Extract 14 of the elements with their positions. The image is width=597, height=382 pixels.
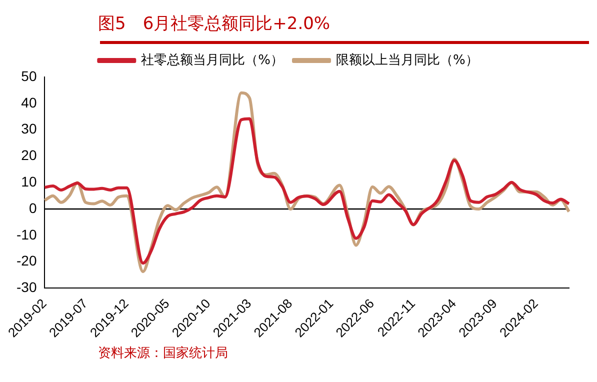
text: 资料来源：国家统计局 xyxy=(97,345,229,362)
legend-label: 社零总额当月同比（%） xyxy=(141,52,284,68)
y-tick-label: -30 xyxy=(16,279,37,296)
y-tick-label: 0 xyxy=(28,200,37,216)
y-tick-label: -20 xyxy=(16,252,37,269)
y-tick-label: 30 xyxy=(21,120,37,137)
line-series xyxy=(43,117,570,265)
chart-title: 图5 6月社零总额同比+2.0% xyxy=(97,13,332,36)
y-tick-label: 40 xyxy=(21,94,37,110)
y-tick-label: 50 xyxy=(21,68,37,84)
y-tick-label: -10 xyxy=(16,226,37,242)
y-tick-label: 20 xyxy=(21,147,37,164)
y-tick-label: 10 xyxy=(21,173,37,190)
legend-label: 限额以上当月同比（%） xyxy=(336,52,478,68)
